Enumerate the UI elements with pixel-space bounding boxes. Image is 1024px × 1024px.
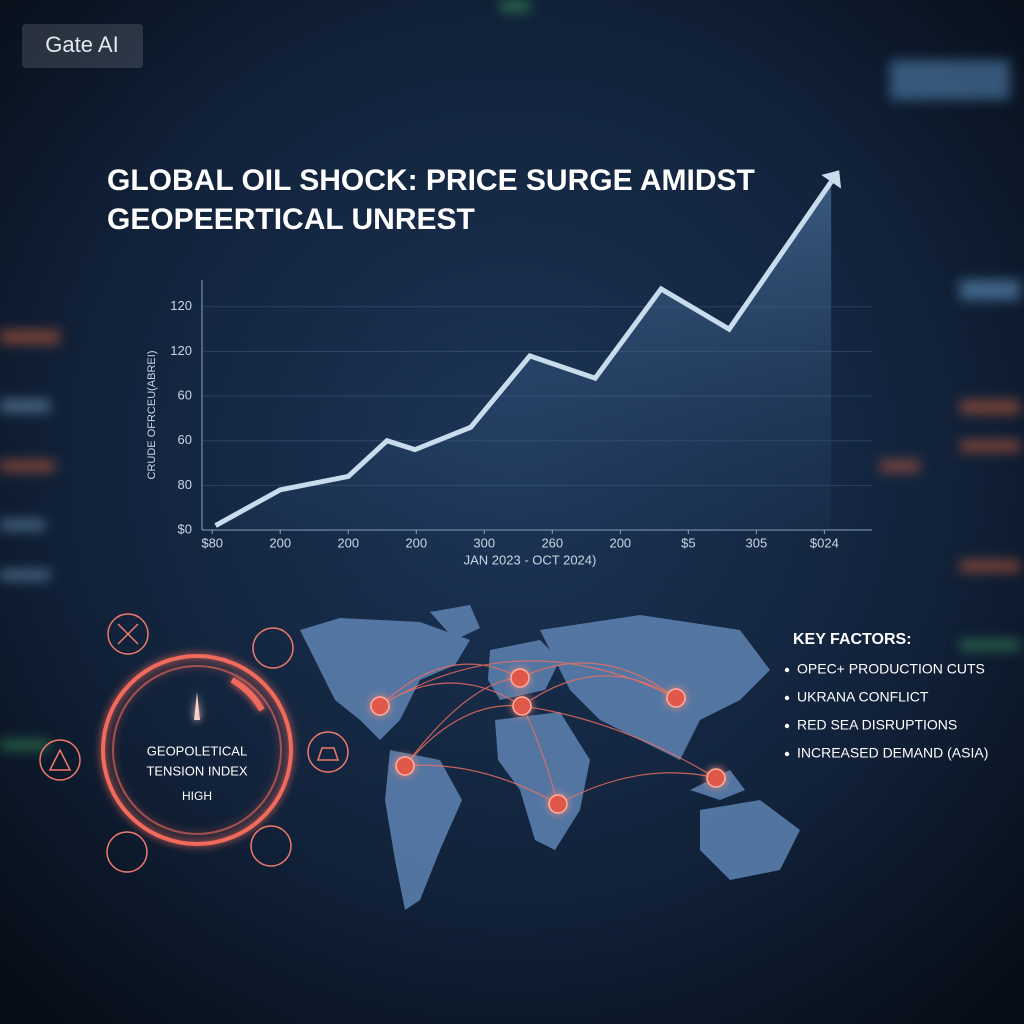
gauge — [101, 654, 293, 846]
x-tick-label: 200 — [269, 535, 291, 550]
watermark: Gate AI — [45, 32, 118, 57]
y-tick-label: $0 — [178, 521, 192, 536]
y-axis-label: CRUDE OFRCEU(ABREI) — [146, 351, 158, 480]
gauge-icons — [39, 613, 349, 873]
y-tick-label: 60 — [178, 432, 192, 447]
key-factor: UKRANA CONFLICT — [797, 689, 929, 705]
x-tick-label: $5 — [681, 535, 695, 550]
y-tick-label: 60 — [178, 388, 192, 403]
x-tick-label: 260 — [541, 535, 563, 550]
x-tick-label: 300 — [473, 535, 495, 550]
key-factors: OPEC+ PRODUCTION CUTS UKRANA CONFLICT RED … — [784, 661, 988, 761]
routes — [379, 660, 717, 805]
bullet — [784, 695, 790, 701]
x-tick-label: 200 — [609, 535, 631, 550]
key-factor: OPEC+ PRODUCTION CUTS — [797, 661, 985, 677]
x-tick-label: 200 — [405, 535, 427, 550]
x-tick-label: 305 — [746, 535, 768, 550]
y-tick-label: 120 — [170, 298, 192, 313]
chart-title: GLOBAL OIL SHOCK: PRICE SURGE AMIDST — [107, 164, 755, 197]
map-nodes — [370, 668, 726, 814]
bullet — [784, 723, 790, 729]
line — [214, 180, 834, 528]
key-factor: INCREASED DEMAND (ASIA) — [797, 745, 988, 761]
key-factors-title: KEY FACTORS: — [793, 631, 912, 648]
background-screens — [0, 0, 1020, 750]
chart: $0 80 60 60 120 120 $80 200 200 200 300 260 200 $5 305… — [170, 170, 872, 550]
world-map — [300, 605, 800, 910]
x-tick-label: $80 — [201, 535, 223, 550]
y-tick-label: 80 — [178, 477, 192, 492]
gauge-level: HIGH — [182, 789, 212, 803]
bullet — [784, 751, 790, 757]
x-tick-label: $024 — [810, 535, 839, 550]
x-axis-label: JAN 2023 - OCT 2024) — [464, 552, 597, 567]
gauge-title: TENSION INDEX — [146, 763, 247, 778]
watermark-box — [22, 24, 143, 68]
x-tick-label: 200 — [337, 535, 359, 550]
gauge-title: GEOPOLETICAL — [147, 743, 247, 758]
bullet — [784, 667, 790, 673]
key-factor: RED SEA DISRUPTIONS — [797, 717, 957, 733]
arrow-head — [821, 170, 842, 189]
chart-subtitle: GEOPEERTICAL UNREST — [107, 203, 475, 236]
area — [215, 181, 832, 531]
y-tick-label: 120 — [170, 343, 192, 358]
